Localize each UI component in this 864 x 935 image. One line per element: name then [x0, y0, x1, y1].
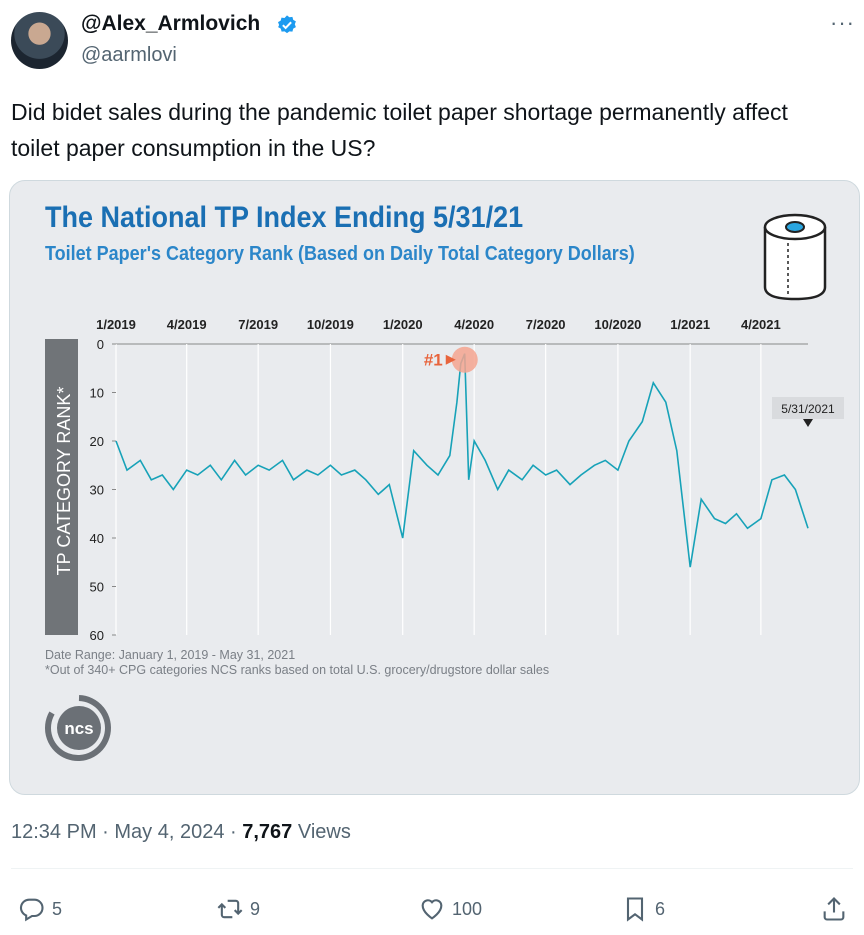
y-tick-label: 40: [90, 531, 104, 546]
chart-subtitle: Toilet Paper's Category Rank (Based on D…: [45, 243, 635, 265]
more-options-icon[interactable]: ···: [830, 10, 855, 35]
reply-count: 5: [52, 898, 63, 919]
end-label-box: [772, 397, 844, 419]
series-line: [115, 353, 809, 568]
y-tick-label: 10: [90, 386, 104, 401]
retweet-count: 9: [250, 898, 261, 919]
y-tick-label: 50: [90, 580, 104, 595]
like-button[interactable]: 100: [418, 895, 482, 923]
x-tick-label: 10/2019: [307, 317, 354, 332]
x-tick-label: 7/2020: [526, 317, 566, 332]
y-tick-label: 30: [90, 483, 104, 498]
chart-plot: TP CATEGORY RANK* 1/2019 4/2019 7/2019 10/2…: [45, 317, 844, 643]
like-count: 100: [452, 898, 483, 919]
views-count: 7,767: [242, 821, 293, 843]
y-axis-label: TP CATEGORY RANK*: [54, 387, 74, 576]
y-tick-label: 60: [90, 628, 104, 643]
y-tick-label: 0: [97, 337, 104, 352]
x-tick-label: 4/2020: [454, 317, 494, 332]
x-tick-label: 4/2021: [741, 317, 781, 332]
tweet-text: Did bidet sales during the pandemic toil…: [11, 99, 788, 161]
retweet-icon: [217, 899, 243, 919]
svg-text:ncs: ncs: [64, 719, 93, 738]
peak-marker: [451, 346, 478, 373]
x-tick-label: 7/2019: [238, 317, 278, 332]
heart-icon: [421, 899, 443, 920]
x-tick-label: 1/2020: [383, 317, 423, 332]
share-button[interactable]: [820, 895, 854, 923]
retweet-button[interactable]: 9: [216, 895, 260, 923]
tweet-meta: 12:34 PM · May 4, 2024 · 7,767 Views: [11, 821, 351, 844]
toilet-paper-icon: [763, 213, 827, 301]
handle[interactable]: @aarmlovi: [81, 44, 177, 66]
x-tick-label: 4/2019: [167, 317, 207, 332]
ncs-logo: ncs: [45, 695, 111, 761]
bookmark-button[interactable]: 6: [621, 895, 665, 923]
avatar[interactable]: [11, 12, 68, 69]
x-tick-label: 10/2020: [594, 317, 641, 332]
tweet-media-chart[interactable]: The National TP Index Ending 5/31/21 Toi…: [9, 180, 860, 795]
views-label: Views: [292, 821, 351, 843]
end-annotation: 5/31/2021: [781, 402, 835, 416]
verified-badge-icon: [278, 15, 296, 34]
reply-icon: [19, 898, 44, 922]
y-tick-label: 20: [90, 434, 104, 449]
display-name[interactable]: @Alex_Armlovich: [81, 12, 261, 35]
peak-arrow: [445, 354, 456, 365]
chart-title: The National TP Index Ending 5/31/21: [45, 201, 524, 234]
reply-button[interactable]: 5: [18, 895, 62, 923]
x-tick-label: 1/2021: [670, 317, 710, 332]
ylabel-bar: [45, 339, 78, 635]
share-icon: [823, 897, 845, 921]
end-arrow: [803, 419, 813, 427]
peak-annotation: #1: [424, 351, 443, 370]
timestamp[interactable]: 12:34 PM · May 4, 2024 ·: [11, 821, 243, 843]
divider: [11, 868, 853, 869]
bookmark-icon: [626, 897, 644, 922]
x-tick-label: 1/2019: [96, 317, 136, 332]
footnote-date-range: Date Range: January 1, 2019 - May 31, 20…: [45, 648, 296, 662]
footnote-note: *Out of 340+ CPG categories NCS ranks ba…: [45, 663, 550, 677]
bookmark-count: 6: [655, 898, 666, 919]
